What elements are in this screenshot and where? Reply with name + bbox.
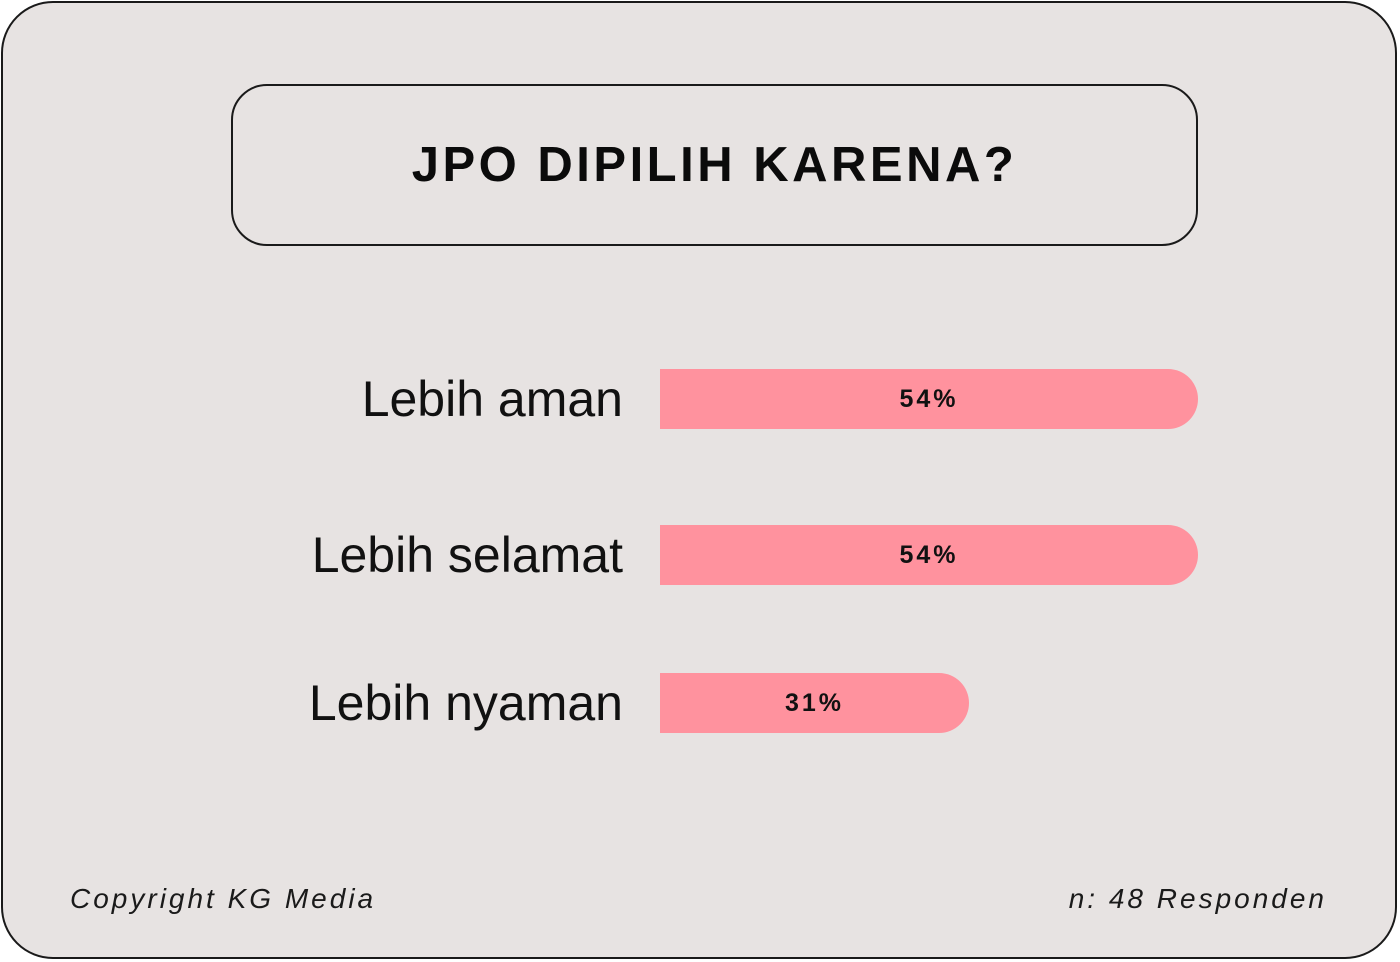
bar-value-label: 54% — [899, 540, 959, 569]
category-label: Lebih nyaman — [308, 675, 623, 731]
bar: 54% — [660, 369, 1198, 429]
respondent-count: n: 48 Responden — [1068, 883, 1327, 914]
copyright-text: Copyright KG Media — [70, 883, 377, 914]
title-box: JPO DIPILIH KARENA? — [231, 84, 1198, 246]
bar: 31% — [660, 673, 969, 733]
category-label: Lebih selamat — [311, 527, 623, 583]
chart-title: JPO DIPILIH KARENA? — [411, 138, 1018, 192]
bar-value-label: 54% — [899, 384, 959, 413]
bar-value-label: 31% — [784, 688, 845, 717]
category-label: Lebih aman — [361, 371, 623, 427]
bar: 54% — [660, 525, 1198, 585]
